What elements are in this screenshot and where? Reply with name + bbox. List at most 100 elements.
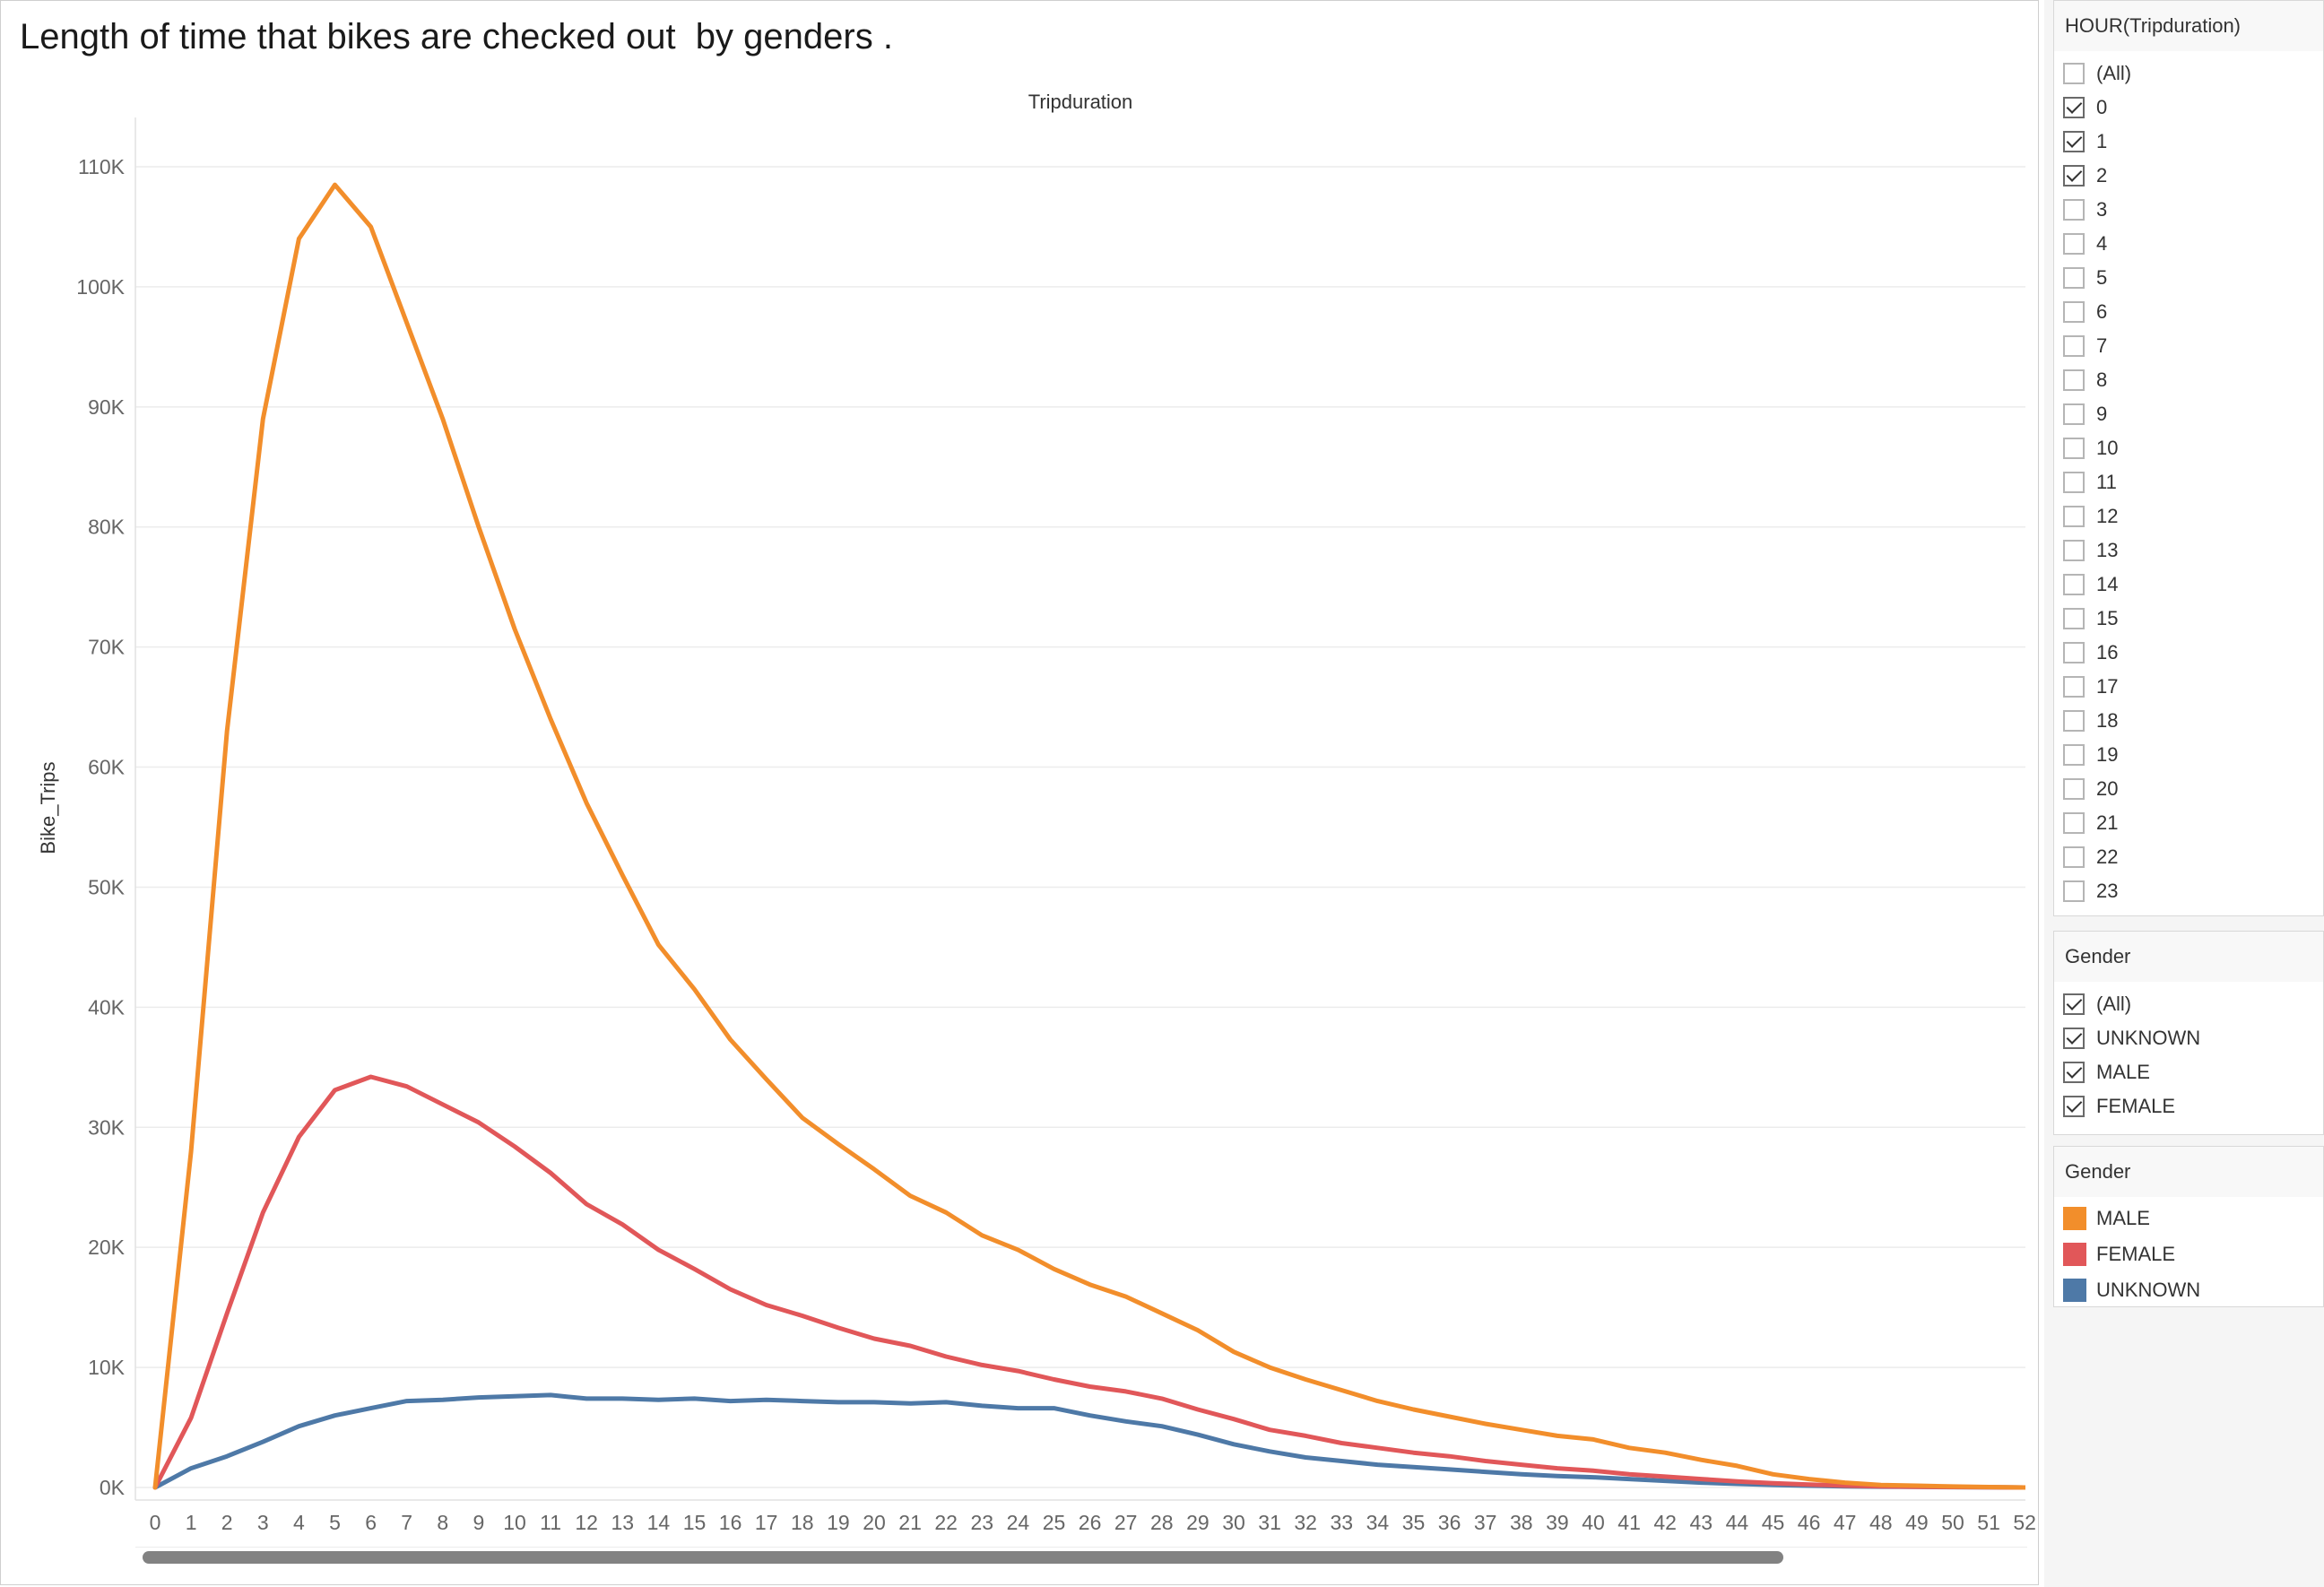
x-tick-label: 25 [1043,1511,1066,1534]
filter-option[interactable]: 3 [2054,193,2323,227]
series-line-unknown[interactable] [152,1392,2025,1490]
checkbox-unchecked-icon[interactable] [2063,676,2085,698]
filter-option[interactable]: UNKNOWN [2054,1021,2323,1055]
filter-option[interactable]: (All) [2054,56,2323,91]
x-tick-label: 30 [1222,1511,1245,1534]
x-tick-label: 40 [1582,1511,1605,1534]
checkbox-unchecked-icon[interactable] [2063,403,2085,425]
filter-option-label: 3 [2096,198,2108,221]
legend-item[interactable]: FEMALE [2054,1236,2323,1272]
y-tick-label: 70K [88,636,126,659]
checkbox-unchecked-icon[interactable] [2063,301,2085,323]
checkbox-unchecked-icon[interactable] [2063,369,2085,391]
x-tick-label: 2 [221,1511,233,1534]
horizontal-scrollbar[interactable] [135,1547,2027,1567]
filter-option-label: 0 [2096,96,2108,118]
filter-option[interactable]: 9 [2054,397,2323,431]
filter-option[interactable]: 8 [2054,363,2323,397]
x-tick-label: 11 [540,1511,561,1534]
filter-option[interactable]: 12 [2054,499,2323,533]
legend-swatch [2063,1243,2086,1266]
checkbox-unchecked-icon[interactable] [2063,574,2085,595]
filter-option-label: 13 [2096,539,2119,561]
checkbox-checked-icon[interactable] [2063,165,2085,186]
x-tick-label: 17 [755,1511,778,1534]
filter-option[interactable]: 23 [2054,874,2323,908]
legend-swatch [2063,1279,2086,1302]
checkbox-unchecked-icon[interactable] [2063,335,2085,357]
filter-option[interactable]: 0 [2054,91,2323,125]
checkbox-unchecked-icon[interactable] [2063,63,2085,84]
x-tick-label: 6 [365,1511,377,1534]
filter-option[interactable]: 19 [2054,738,2323,772]
legend-item[interactable]: UNKNOWN [2054,1272,2323,1308]
filter-option[interactable]: 22 [2054,840,2323,874]
checkbox-unchecked-icon[interactable] [2063,846,2085,868]
x-tick-label: 50 [1941,1511,1964,1534]
checkbox-unchecked-icon[interactable] [2063,880,2085,902]
checkbox-checked-icon[interactable] [2063,993,2085,1015]
checkbox-checked-icon[interactable] [2063,1096,2085,1117]
series-lines[interactable] [152,182,2025,1490]
filter-option[interactable]: 4 [2054,227,2323,261]
filter-option[interactable]: 7 [2054,329,2323,363]
checkbox-unchecked-icon[interactable] [2063,608,2085,629]
filter-option[interactable]: 6 [2054,295,2323,329]
checkbox-unchecked-icon[interactable] [2063,540,2085,561]
checkbox-checked-icon[interactable] [2063,1028,2085,1049]
checkbox-unchecked-icon[interactable] [2063,506,2085,527]
filter-option[interactable]: 2 [2054,159,2323,193]
filter-option-label: 15 [2096,607,2119,629]
checkbox-unchecked-icon[interactable] [2063,744,2085,766]
scrollbar-thumb[interactable] [143,1551,1783,1564]
filter-option[interactable]: 21 [2054,806,2323,840]
gender-legend-card: Gender MALE FEMALE UNKNOWN [2053,1146,2324,1307]
checkbox-unchecked-icon[interactable] [2063,233,2085,255]
filter-option[interactable]: 20 [2054,772,2323,806]
checkbox-unchecked-icon[interactable] [2063,710,2085,732]
filter-option[interactable]: 18 [2054,704,2323,738]
filter-option[interactable]: 16 [2054,636,2323,670]
x-tick-label: 28 [1150,1511,1174,1534]
filter-option-label: 7 [2096,334,2108,357]
x-tick-label: 42 [1653,1511,1677,1534]
filter-option-label: 19 [2096,743,2119,766]
filter-option[interactable]: 1 [2054,125,2323,159]
filter-option[interactable]: 11 [2054,465,2323,499]
checkbox-checked-icon[interactable] [2063,131,2085,152]
x-tick-label: 46 [1798,1511,1821,1534]
filter-option[interactable]: 17 [2054,670,2323,704]
hour-filter-list: (All) 0 1 2 3 4 5 6 7 8 9 10 11 12 13 14 15 16 17 18 19 20 21 2… [2054,51,2323,908]
filter-option[interactable]: FEMALE [2054,1089,2323,1123]
checkbox-checked-icon[interactable] [2063,97,2085,118]
filter-option[interactable]: 13 [2054,533,2323,568]
legend-item[interactable]: MALE [2054,1201,2323,1236]
checkbox-unchecked-icon[interactable] [2063,267,2085,289]
checkbox-unchecked-icon[interactable] [2063,438,2085,459]
filter-option[interactable]: 5 [2054,261,2323,295]
x-tick-label: 31 [1258,1511,1281,1534]
series-line-female[interactable] [152,1074,2025,1490]
filter-option-label: MALE [2096,1061,2150,1083]
filter-option[interactable]: 14 [2054,568,2323,602]
filter-option-label: 12 [2096,505,2119,527]
checkbox-unchecked-icon[interactable] [2063,199,2085,221]
checkbox-unchecked-icon[interactable] [2063,642,2085,663]
checkbox-unchecked-icon[interactable] [2063,472,2085,493]
checkbox-checked-icon[interactable] [2063,1062,2085,1083]
filter-option[interactable]: 15 [2054,602,2323,636]
checkbox-unchecked-icon[interactable] [2063,778,2085,800]
filter-option[interactable]: MALE [2054,1055,2323,1089]
filter-option-label: 6 [2096,300,2108,323]
filter-option-label: 11 [2096,471,2117,493]
filter-option[interactable]: 10 [2054,431,2323,465]
x-tick-label: 35 [1402,1511,1426,1534]
gender-filter-title: Gender [2054,932,2323,982]
hour-filter-card: HOUR(Tripduration) (All) 0 1 2 3 4 5 6 7 8 9 10 11 12… [2053,0,2324,916]
series-line-male[interactable] [152,182,2025,1490]
x-tick-label: 18 [791,1511,814,1534]
filter-option-label: (All) [2096,62,2132,84]
filter-option[interactable]: (All) [2054,987,2323,1021]
y-tick-label: 30K [88,1115,126,1139]
checkbox-unchecked-icon[interactable] [2063,812,2085,834]
